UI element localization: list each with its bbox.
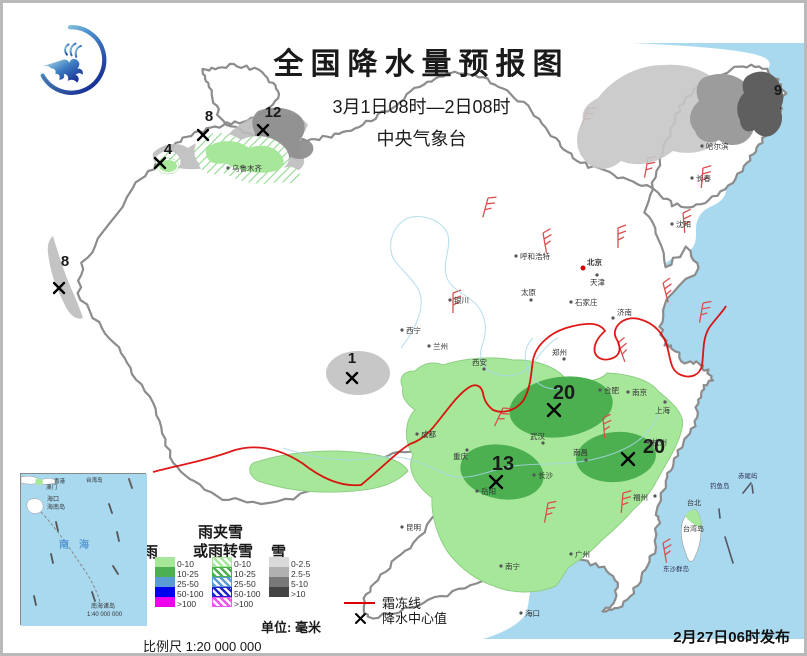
svg-text:台湾岛: 台湾岛: [86, 476, 103, 484]
svg-text:南海诸岛: 南海诸岛: [91, 602, 115, 610]
svg-text:澳门: 澳门: [46, 483, 57, 491]
svg-text:太原: 太原: [521, 287, 536, 297]
svg-text:南 海: 南 海: [59, 538, 89, 551]
svg-text:呼和浩特: 呼和浩特: [520, 251, 550, 261]
svg-text:上海: 上海: [655, 405, 670, 415]
svg-text:台湾岛: 台湾岛: [683, 524, 704, 533]
svg-text:重庆: 重庆: [453, 451, 468, 461]
svg-text:8: 8: [61, 253, 69, 270]
svg-text:北京: 北京: [587, 257, 602, 267]
svg-text:乌鲁木齐: 乌鲁木齐: [232, 163, 262, 173]
svg-text:石家庄: 石家庄: [575, 297, 598, 307]
svg-text:1: 1: [348, 350, 356, 367]
svg-text:东沙群岛: 东沙群岛: [663, 564, 689, 573]
svg-text:天津: 天津: [590, 278, 605, 287]
svg-text:西宁: 西宁: [406, 325, 421, 335]
svg-text:合肥: 合肥: [604, 385, 619, 395]
svg-text:岳阳: 岳阳: [481, 486, 496, 496]
svg-text:西安: 西安: [472, 357, 487, 367]
svg-text:香港: 香港: [54, 477, 66, 485]
svg-text:成都: 成都: [421, 429, 436, 439]
svg-text:济南: 济南: [617, 307, 632, 317]
svg-text:广州: 广州: [575, 549, 590, 559]
svg-text:海口: 海口: [525, 608, 540, 618]
svg-text:20: 20: [553, 382, 575, 404]
svg-text:海口: 海口: [47, 495, 59, 503]
svg-text:台北: 台北: [687, 498, 701, 507]
svg-text:1:40 000 000: 1:40 000 000: [87, 612, 123, 618]
svg-text:海南岛: 海南岛: [47, 503, 65, 511]
svg-text:南京: 南京: [632, 387, 647, 397]
svg-text:武汉: 武汉: [530, 431, 545, 441]
svg-text:长春: 长春: [696, 173, 711, 183]
svg-text:赤尾屿: 赤尾屿: [738, 471, 758, 480]
svg-text:南昌: 南昌: [573, 447, 588, 457]
svg-text:郑州: 郑州: [552, 347, 567, 357]
svg-text:福州: 福州: [633, 493, 648, 502]
svg-text:沈阳: 沈阳: [676, 219, 691, 229]
svg-text:13: 13: [492, 453, 514, 475]
svg-text:杭州: 杭州: [652, 437, 667, 447]
svg-text:银川: 银川: [454, 296, 469, 305]
svg-text:钓鱼岛: 钓鱼岛: [710, 481, 730, 490]
svg-text:兰州: 兰州: [433, 341, 448, 351]
svg-text:长沙: 长沙: [538, 470, 553, 480]
svg-text:南宁: 南宁: [505, 561, 520, 571]
